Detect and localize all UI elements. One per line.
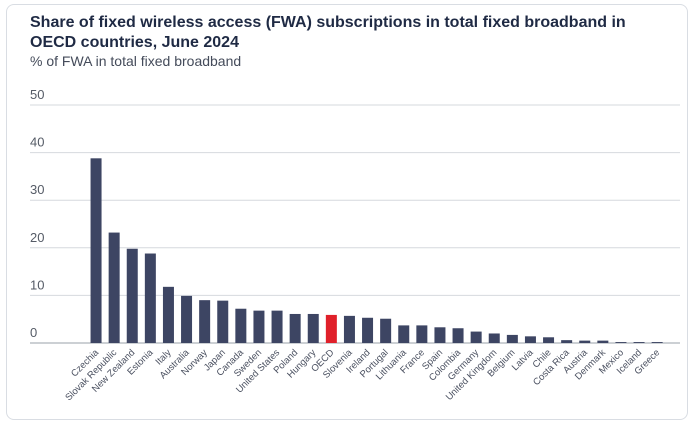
bar-united-states (271, 310, 283, 343)
y-axis-ticks: 0 10 20 30 40 50 (30, 87, 44, 340)
chart-title: Share of fixed wireless access (FWA) sub… (30, 14, 626, 51)
bar-hungary (307, 313, 319, 343)
bar-australia (181, 295, 193, 343)
bar-portugal (380, 318, 392, 343)
bar-norway (199, 300, 211, 343)
bar-oecd (325, 314, 337, 343)
bars (90, 158, 663, 343)
bar-austria (579, 340, 591, 343)
bar-spain (434, 327, 446, 343)
bar-slovenia (343, 315, 355, 343)
bar-slovak-republic (108, 232, 120, 343)
y-tick-label: 30 (30, 182, 44, 197)
bar-iceland (633, 342, 645, 343)
bar-greece (651, 342, 663, 343)
bar-italy (162, 286, 174, 343)
bar-chile (543, 337, 555, 343)
bar-new-zealand (126, 248, 138, 343)
y-tick-label: 10 (30, 277, 44, 292)
bar-germany (470, 331, 482, 343)
bar-canada (235, 308, 247, 343)
chart-subtitle: % of FWA in total fixed broadband (30, 53, 242, 69)
bar-france (416, 325, 428, 343)
y-tick-label: 50 (30, 87, 44, 102)
bar-latvia (524, 336, 536, 343)
bar-belgium (506, 334, 518, 343)
bar-united-kingdom (488, 333, 500, 343)
bar-estonia (144, 253, 156, 343)
y-tick-label: 20 (30, 230, 44, 245)
bar-mexico (615, 342, 627, 343)
y-tick-label: 40 (30, 135, 44, 150)
bar-japan (217, 300, 229, 343)
bar-sweden (253, 310, 265, 343)
y-tick-label: 0 (30, 325, 37, 340)
bar-czechia (90, 158, 102, 343)
bar-colombia (452, 328, 464, 343)
chart-card (6, 4, 688, 420)
bar-denmark (597, 340, 609, 343)
bar-ireland (362, 317, 374, 343)
bar-costa-rica (561, 340, 573, 343)
bar-lithuania (398, 325, 410, 343)
bar-poland (289, 313, 301, 343)
